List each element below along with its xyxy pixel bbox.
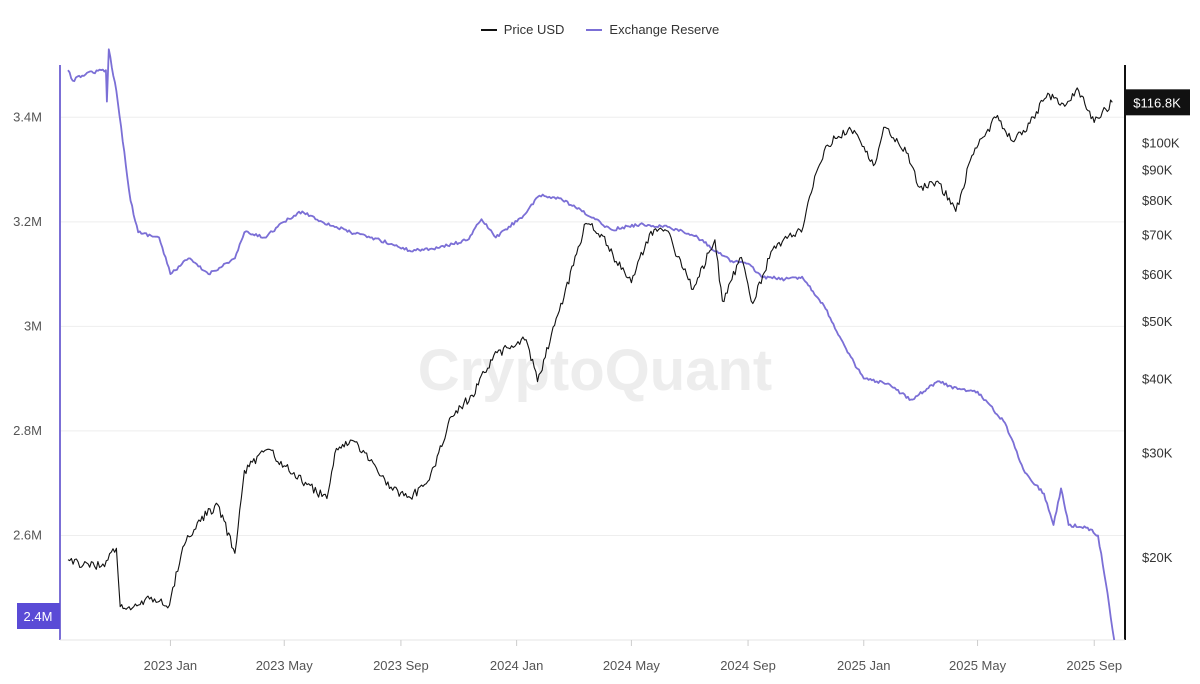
x-tick-label: 2024 Sep bbox=[720, 658, 776, 673]
x-tick-label: 2025 Sep bbox=[1066, 658, 1122, 673]
legend-label-reserve: Exchange Reserve bbox=[609, 22, 720, 37]
x-tick-label: 2024 Jan bbox=[490, 658, 544, 673]
y-left-tick-label: 3M bbox=[24, 318, 42, 333]
legend-label-price: Price USD bbox=[503, 22, 565, 37]
x-tick-label: 2023 May bbox=[256, 658, 314, 673]
legend-item-price[interactable]: Price USD bbox=[480, 22, 565, 37]
legend: Price USD Exchange Reserve bbox=[0, 22, 1200, 37]
y-left-tick-label: 2.8M bbox=[13, 423, 42, 438]
y-right-tick-label: $90K bbox=[1142, 162, 1173, 177]
series-line-exchange-reserve[interactable] bbox=[67, 48, 1116, 641]
x-tick-label: 2024 May bbox=[603, 658, 661, 673]
y-right-tick-label: $40K bbox=[1142, 371, 1173, 386]
y-right-tick-label: $70K bbox=[1142, 227, 1173, 242]
y-right-tick-label: $20K bbox=[1142, 550, 1173, 565]
legend-item-reserve[interactable]: Exchange Reserve bbox=[586, 22, 719, 37]
y-left-tick-label: 2.6M bbox=[13, 527, 42, 542]
x-tick-label: 2023 Sep bbox=[373, 658, 429, 673]
legend-swatch-price bbox=[480, 28, 497, 31]
y-left-tick-label: 3.4M bbox=[13, 109, 42, 124]
legend-swatch-reserve bbox=[586, 28, 603, 31]
series-line-price-usd[interactable] bbox=[67, 87, 1113, 611]
y-right-tick-label: $50K bbox=[1142, 314, 1173, 329]
x-tick-label: 2023 Jan bbox=[144, 658, 198, 673]
x-tick-label: 2025 May bbox=[949, 658, 1007, 673]
x-tick-label: 2025 Jan bbox=[837, 658, 891, 673]
y-right-tick-label: $30K bbox=[1142, 446, 1173, 461]
y-left-tick-label: 3.2M bbox=[13, 214, 42, 229]
y-right-current-label: $116.8K bbox=[1133, 95, 1181, 110]
watermark-text: CryptoQuant bbox=[418, 338, 772, 403]
y-right-tick-label: $100K bbox=[1142, 135, 1180, 150]
y-right-current-badge bbox=[1125, 89, 1190, 116]
y-right-tick-label: $60K bbox=[1142, 267, 1173, 282]
y-left-current-badge bbox=[17, 603, 60, 629]
y-right-tick-label: $80K bbox=[1142, 193, 1173, 208]
y-left-current-label: 2.4M bbox=[24, 609, 53, 624]
